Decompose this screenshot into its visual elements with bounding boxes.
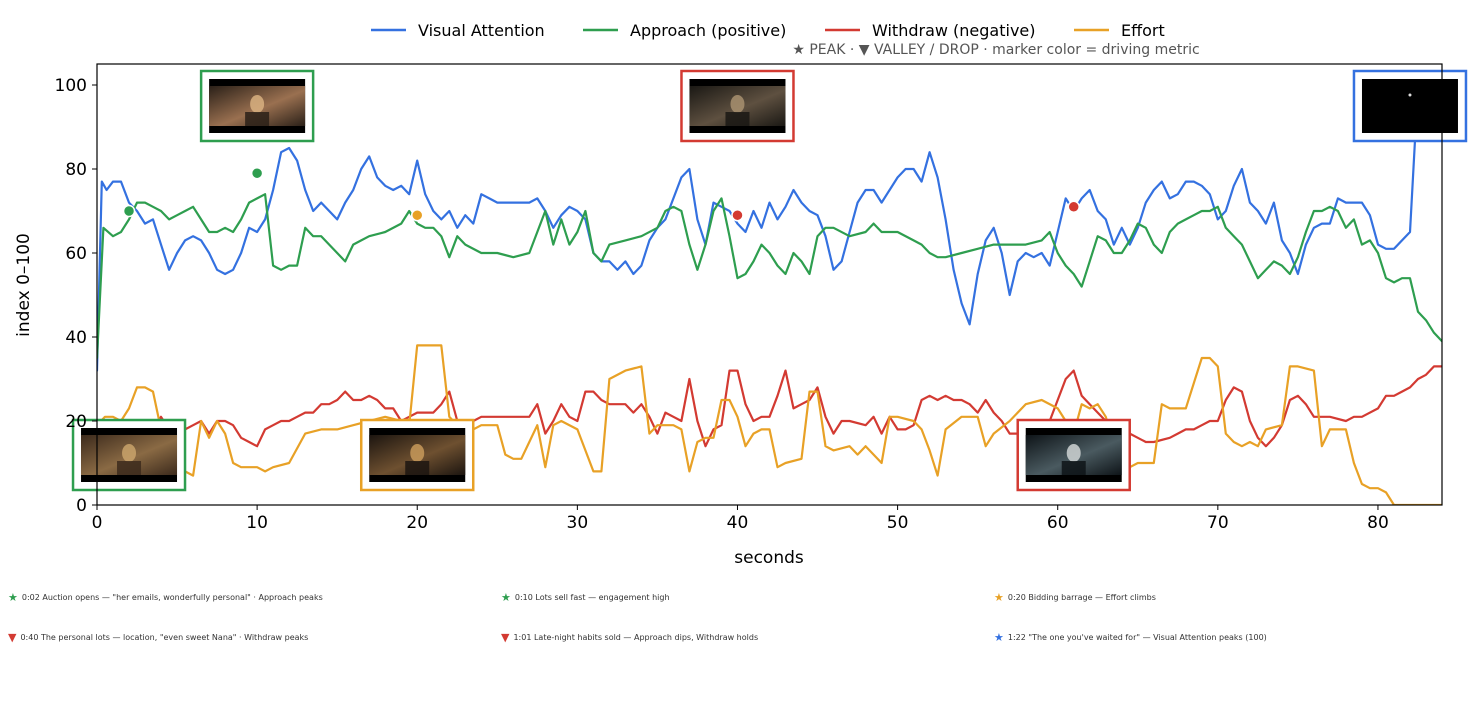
scene-thumbnail-man (1016, 418, 1131, 492)
legend: Visual Attention Approach (positive) Withd… (371, 21, 1165, 40)
x-tick-label: 50 (887, 513, 909, 533)
annotation-item: ★ 0:20 Bidding barrage — Effort climbs (994, 590, 1156, 604)
x-axis-label: seconds (734, 548, 804, 568)
x-tick-label: 80 (1367, 513, 1389, 533)
series-layer (97, 83, 1442, 505)
event-marker-peak (122, 204, 136, 218)
series-line-approach-positive (97, 193, 1442, 360)
scene-thumbnail-portrait (199, 69, 315, 143)
x-tick-label: 70 (1207, 513, 1229, 533)
y-tick-label: 0 (76, 496, 87, 516)
y-tick-label: 80 (65, 160, 87, 180)
annotation-item: ★ 0:02 Auction opens — "her emails, wonde… (8, 590, 323, 604)
y-tick-label: 60 (65, 244, 87, 264)
event-marker-peak (410, 208, 424, 222)
legend-label-approach-positive: Approach (positive) (630, 21, 786, 40)
annotation-text: 0:10 Lots sell fast — engagement high (514, 593, 670, 602)
event-marker-valley (1067, 200, 1080, 214)
thumbnail-layer (71, 69, 1468, 492)
annotation-item: ★ 1:22 "The one you've waited for" — Visu… (994, 630, 1267, 644)
x-tick-label: 20 (406, 513, 428, 533)
annotation-item: ▼ 0:40 The personal lots — location, "eve… (8, 630, 309, 644)
scene-thumbnail-workshop (71, 418, 187, 492)
y-tick-label: 100 (55, 76, 87, 96)
series-line-visual-attention (97, 83, 1428, 372)
scene-thumbnail-hall (359, 418, 475, 492)
peak-star-icon: ★ (994, 631, 1004, 644)
peak-star-icon: ★ (994, 591, 1004, 604)
series-line-withdraw-negative (97, 365, 1442, 448)
legend-label-visual-attention: Visual Attention (418, 21, 545, 40)
annotation-text: 1:22 "The one you've waited for" — Visua… (1007, 633, 1267, 642)
annotation-item: ★ 0:10 Lots sell fast — engagement high (501, 590, 670, 604)
scene-thumbnail-dark (1352, 69, 1468, 143)
x-tick-label: 30 (567, 513, 589, 533)
annotation-text: 0:40 The personal lots — location, "even… (20, 633, 309, 642)
y-tick-label: 20 (65, 412, 87, 432)
y-tick-label: 40 (65, 328, 87, 348)
y-axis-label: index 0–100 (14, 233, 34, 337)
peak-star-icon: ★ (8, 591, 18, 604)
x-tick-label: 0 (92, 513, 103, 533)
legend-label-effort: Effort (1121, 21, 1165, 40)
valley-triangle-icon: ▼ (8, 631, 17, 644)
annotation-item: ▼ 1:01 Late-night habits sold — Approach … (501, 630, 759, 644)
x-tick-label: 40 (727, 513, 749, 533)
legend-label-withdraw-negative: Withdraw (negative) (872, 21, 1036, 40)
plot-frame (96, 63, 1443, 506)
chart-subtitle: ★ PEAK · ▼ VALLEY / DROP · marker color … (792, 42, 1199, 58)
event-marker-peak (250, 166, 264, 180)
annotation-text: 1:01 Late-night habits sold — Approach d… (513, 633, 759, 642)
scene-thumbnail-crowd (680, 69, 795, 143)
peak-star-icon: ★ (501, 591, 511, 604)
annotation-text: 0:02 Auction opens — "her emails, wonder… (21, 593, 323, 602)
series-line-effort (97, 344, 1442, 505)
marker-layer (122, 87, 1417, 222)
valley-triangle-icon: ▼ (501, 631, 510, 644)
axes: 0 10 20 30 40 50 60 70 80 0 20 40 60 80 100 (55, 76, 1389, 533)
x-tick-label: 10 (246, 513, 268, 533)
x-tick-label: 60 (1047, 513, 1069, 533)
event-marker-valley (731, 208, 744, 222)
annotation-text: 0:20 Bidding barrage — Effort climbs (1007, 593, 1156, 602)
